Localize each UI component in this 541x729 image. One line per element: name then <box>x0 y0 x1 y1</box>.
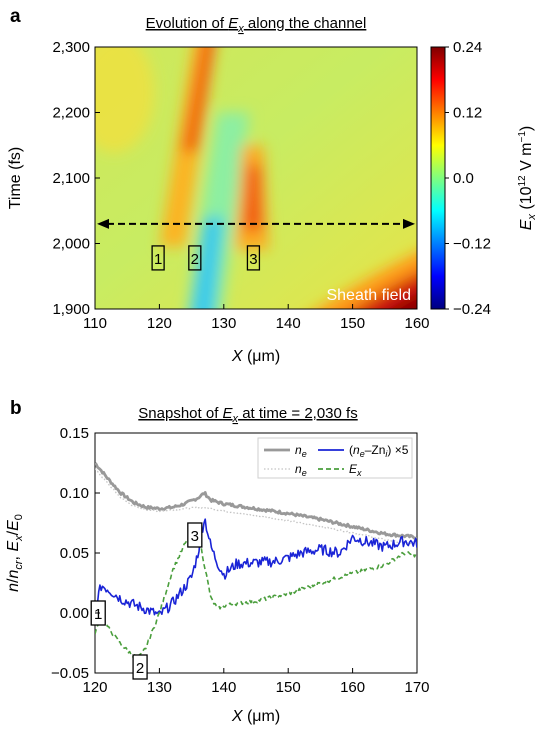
legend-label: (ne–Zni) ×5 <box>349 443 409 459</box>
marker-1: 1 <box>90 600 106 626</box>
colorbar <box>430 46 446 310</box>
marker-1: 1 <box>151 245 165 271</box>
legend: ne ne (ne–Zni) ×5 Ex <box>257 437 413 479</box>
x-tick-label: 140 <box>276 315 301 332</box>
marker-box <box>187 522 203 548</box>
panel-a: a Evolution of Ex along the channel <box>7 6 538 365</box>
y-tick-label: 2,200 <box>52 105 90 122</box>
marker-box <box>188 245 202 271</box>
panel-b-xlabel: X (μm) <box>231 708 280 725</box>
colorbar-tick-label: 0.12 <box>453 105 482 122</box>
marker-label: 2 <box>191 251 199 268</box>
y-tick-label: 1,900 <box>52 301 90 318</box>
panel-a-title: Evolution of Ex along the channel <box>146 15 367 35</box>
colorbar-tick-label: 0.24 <box>453 39 482 56</box>
y-tick-label: 0.10 <box>60 485 89 502</box>
legend-entry-ne-dotted: ne <box>264 462 307 478</box>
legend-label: ne <box>295 462 307 478</box>
panel-b-title: Snapshot of Ex at time = 2,030 fs <box>138 405 357 425</box>
marker-box <box>246 245 261 271</box>
series-line-3 <box>95 532 417 658</box>
y-tick-label: 0.00 <box>60 605 89 622</box>
marker-label: 2 <box>136 660 144 677</box>
panel-b-label: b <box>10 398 22 419</box>
legend-entry-ne-solid: ne <box>264 443 307 459</box>
x-tick-label: 160 <box>340 679 365 696</box>
x-tick-label: 150 <box>340 315 365 332</box>
positive-field-core-1 <box>181 47 214 152</box>
marker-box <box>132 654 148 680</box>
colorbar-ticks: 0.24 0.12 0.0 −0.12 −0.24 <box>445 39 491 318</box>
panel-b-ticks: 120 130 140 150 160 170 −0.05 0.00 0.05 0.10 0.15 <box>51 425 429 696</box>
colorbar-tick-label: 0.0 <box>453 170 474 187</box>
marker-label: 1 <box>154 251 162 268</box>
x-tick-label: 130 <box>211 315 236 332</box>
legend-label: Ex <box>349 462 362 478</box>
legend-entry-charge: (ne–Zni) ×5 <box>318 443 409 459</box>
x-tick-label: 130 <box>147 679 172 696</box>
legend-box <box>257 437 413 479</box>
panel-a-xlabel: X (μm) <box>231 348 280 365</box>
negative-field-core <box>191 217 224 309</box>
y-tick-label: −0.05 <box>51 665 89 682</box>
cut-line-arrow-right <box>403 218 415 229</box>
heatmap-features <box>95 47 417 309</box>
heatmap <box>95 47 417 309</box>
panel-b-series <box>95 462 417 658</box>
marker-3: 3 <box>246 245 261 271</box>
legend-label: ne <box>295 443 307 459</box>
panel-b: b Snapshot of Ex at time = 2,030 fs 123 … <box>5 398 430 725</box>
colorbar-tick-label: −0.12 <box>453 236 491 253</box>
panel-a-ylabel: Time (fs) <box>7 147 24 210</box>
positive-field-core-3 <box>243 164 263 231</box>
series-line-2 <box>95 518 417 616</box>
panel-b-markers: 1 2 3 <box>90 522 203 680</box>
x-tick-label: 140 <box>211 679 236 696</box>
y-tick-label: 2,100 <box>52 170 90 187</box>
colorbar-tick-label: −0.24 <box>453 301 491 318</box>
y-tick-label: 2,300 <box>52 39 90 56</box>
legend-entry-ex: Ex <box>318 462 362 478</box>
x-tick-label: 150 <box>276 679 301 696</box>
panel-a-markers: 1 2 3 <box>151 245 261 271</box>
sheath-field-core <box>355 273 417 309</box>
marker-label: 3 <box>249 251 257 268</box>
marker-label: 3 <box>191 528 199 545</box>
sheath-field-annotation: Sheath field <box>326 287 411 304</box>
marker-label: 1 <box>94 606 102 623</box>
sheath-field-peak <box>390 294 417 309</box>
left-warm-patch <box>95 47 155 153</box>
y-tick-label: 0.05 <box>60 545 89 562</box>
x-tick-label: 110 <box>83 315 107 332</box>
marker-3: 3 <box>187 522 203 548</box>
panel-a-ticks: 110 120 130 140 150 160 1,900 2,000 2,100 2,200 2,… <box>52 39 429 332</box>
series-line-0 <box>95 462 417 540</box>
marker-2: 2 <box>188 245 202 271</box>
marker-2: 2 <box>132 654 148 680</box>
x-tick-label: 160 <box>404 315 429 332</box>
x-tick-label: 120 <box>147 315 172 332</box>
y-tick-label: 0.15 <box>60 425 89 442</box>
panel-a-label: a <box>10 6 21 27</box>
marker-box <box>151 245 165 271</box>
cut-line-arrow-left <box>97 218 109 229</box>
panel-b-ylabel: n/ncr, Ex/E0 <box>5 514 25 592</box>
colorbar-label: Ex (1012 V m−1) <box>517 126 538 231</box>
x-tick-label: 120 <box>82 679 107 696</box>
y-tick-label: 2,000 <box>52 236 90 253</box>
x-tick-label: 170 <box>404 679 429 696</box>
